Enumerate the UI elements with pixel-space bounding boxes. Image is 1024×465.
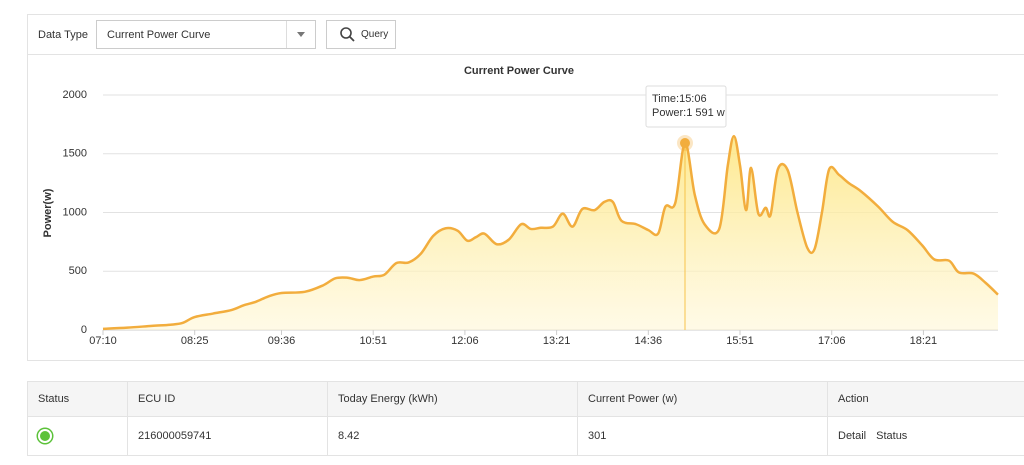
tooltip: Time:15:06 Power:1 591 w <box>645 85 727 128</box>
tooltip-text: Power:1 591 w <box>652 107 725 119</box>
x-tick-label: 13:21 <box>543 335 571 347</box>
column-header: Today Energy (kWh) <box>327 381 578 417</box>
chart: Current Power Curve Power(w) 0 500 1000 150… <box>42 65 999 347</box>
table-row: 216000059741 8.42 301 Detail Status <box>27 416 1024 456</box>
x-tick-label: 17:06 <box>818 335 846 347</box>
current-power: 301 <box>577 416 828 456</box>
line <box>102 134 999 331</box>
status-cell <box>27 416 128 456</box>
column-header: Action <box>827 381 1024 417</box>
chart-title: Current Power Curve <box>464 65 574 77</box>
tooltip-box <box>645 85 727 128</box>
column-header: Status <box>27 381 128 417</box>
table-header: Status ECU ID Today Energy (kWh) Current Po… <box>27 381 1024 417</box>
x-tick-label: 07:10 <box>89 335 117 347</box>
column-header: Current Power (w) <box>577 381 828 417</box>
data-type-label: Data Type <box>38 29 88 41</box>
detail-link[interactable]: Detail <box>838 430 867 442</box>
x-tick-label: 14:36 <box>635 335 663 347</box>
query-label: Query <box>361 29 389 40</box>
x-tick-label: 09:36 <box>268 335 296 347</box>
status-icon <box>38 429 52 443</box>
y-axis-label: Power(w) <box>42 188 54 237</box>
hover-point <box>679 138 690 149</box>
action-cell: Detail Status <box>827 416 1024 456</box>
x-tick-label: 10:51 <box>359 335 387 347</box>
today-energy: 8.42 <box>327 416 578 456</box>
toolbar: Data Type Current Power Curve Query <box>27 14 1024 55</box>
select-value: Current Power Curve <box>107 29 211 41</box>
tooltip-text: Time:15:06 <box>652 93 707 105</box>
area <box>103 136 998 330</box>
y-tick-label: 0 <box>81 324 87 336</box>
x-tick-label: 08:25 <box>181 335 209 347</box>
ecu-id: 216000059741 <box>127 416 328 456</box>
y-tick-label: 2000 <box>63 89 87 101</box>
select-arrow[interactable] <box>286 21 315 48</box>
chart-panel <box>27 55 1024 361</box>
x-tick-label: 15:51 <box>726 335 754 347</box>
y-tick-label: 1000 <box>63 206 87 218</box>
x-tick-label: 12:06 <box>451 335 479 347</box>
status-link[interactable]: Status <box>876 430 908 442</box>
x-tick-label: 18:21 <box>910 335 938 347</box>
ecu-table: Status ECU ID Today Energy (kWh) Current Po… <box>27 381 1024 456</box>
y-tick-label: 500 <box>69 265 87 277</box>
column-header: ECU ID <box>127 381 328 417</box>
y-tick-label: 1500 <box>63 148 87 160</box>
query-button[interactable]: Query <box>326 20 396 49</box>
data-type-select[interactable]: Current Power Curve <box>96 20 316 49</box>
